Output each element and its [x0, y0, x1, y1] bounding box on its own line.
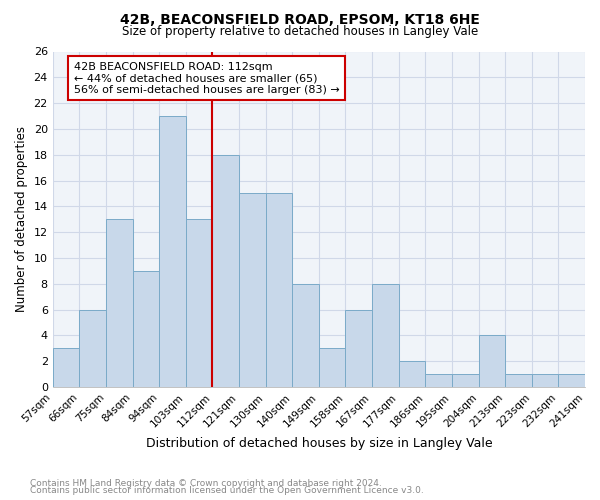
Bar: [159, 116, 186, 387]
Bar: [319, 348, 346, 387]
Bar: [479, 336, 505, 387]
Y-axis label: Number of detached properties: Number of detached properties: [15, 126, 28, 312]
Bar: [106, 219, 133, 387]
Bar: [292, 284, 319, 387]
Text: Size of property relative to detached houses in Langley Vale: Size of property relative to detached ho…: [122, 25, 478, 38]
Bar: [452, 374, 479, 387]
Bar: [346, 310, 372, 387]
Text: Contains HM Land Registry data © Crown copyright and database right 2024.: Contains HM Land Registry data © Crown c…: [30, 478, 382, 488]
Bar: [53, 348, 79, 387]
Bar: [212, 154, 239, 387]
X-axis label: Distribution of detached houses by size in Langley Vale: Distribution of detached houses by size …: [146, 437, 492, 450]
Bar: [239, 194, 266, 387]
Bar: [186, 219, 212, 387]
Bar: [398, 361, 425, 387]
Bar: [559, 374, 585, 387]
Bar: [266, 194, 292, 387]
Bar: [133, 271, 159, 387]
Text: 42B, BEACONSFIELD ROAD, EPSOM, KT18 6HE: 42B, BEACONSFIELD ROAD, EPSOM, KT18 6HE: [120, 12, 480, 26]
Bar: [505, 374, 532, 387]
Bar: [372, 284, 398, 387]
Bar: [425, 374, 452, 387]
Text: Contains public sector information licensed under the Open Government Licence v3: Contains public sector information licen…: [30, 486, 424, 495]
Bar: [532, 374, 559, 387]
Bar: [79, 310, 106, 387]
Text: 42B BEACONSFIELD ROAD: 112sqm
← 44% of detached houses are smaller (65)
56% of s: 42B BEACONSFIELD ROAD: 112sqm ← 44% of d…: [74, 62, 340, 95]
